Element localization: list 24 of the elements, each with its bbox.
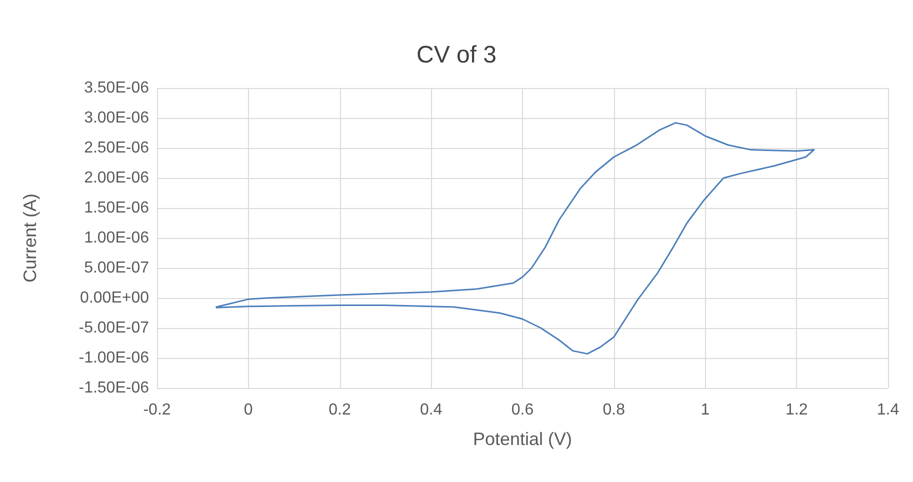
y-tick-label: -1.00E-06 [78,350,150,366]
x-tick-label: 1.4 [876,402,900,418]
x-tick-label: 0.8 [602,402,626,418]
y-tick-label: 2.00E-06 [84,170,150,186]
y-tick-label: 2.50E-06 [84,140,150,156]
y-tick-label: 3.00E-06 [84,110,150,126]
x-tick-label: 0.4 [420,402,442,418]
y-tick-label: 5.00E-07 [84,260,150,276]
y-tick-label: 1.00E-06 [84,230,150,246]
x-tick-label: 1 [700,402,710,418]
x-tick-label: 0.2 [328,402,351,418]
x-axis-title: Potential (V) [472,429,572,449]
y-tick-label: -1.50E-06 [78,380,150,396]
y-tick-label: -5.00E-07 [78,320,150,336]
x-tick-label: -0.2 [143,402,171,418]
line-series [216,122,815,355]
chart-title: CV of 3 [416,42,497,68]
x-tick-label: 0.6 [511,402,534,418]
y-tick-label: 1.50E-06 [84,200,150,216]
x-tick-label: 0 [244,402,253,418]
y-tick-label: 0.00E+00 [80,290,150,306]
y-tick-label: 3.50E-06 [84,80,150,96]
y-axis-title: Current (A) [20,193,40,283]
x-tick-label: 1.2 [786,402,808,418]
